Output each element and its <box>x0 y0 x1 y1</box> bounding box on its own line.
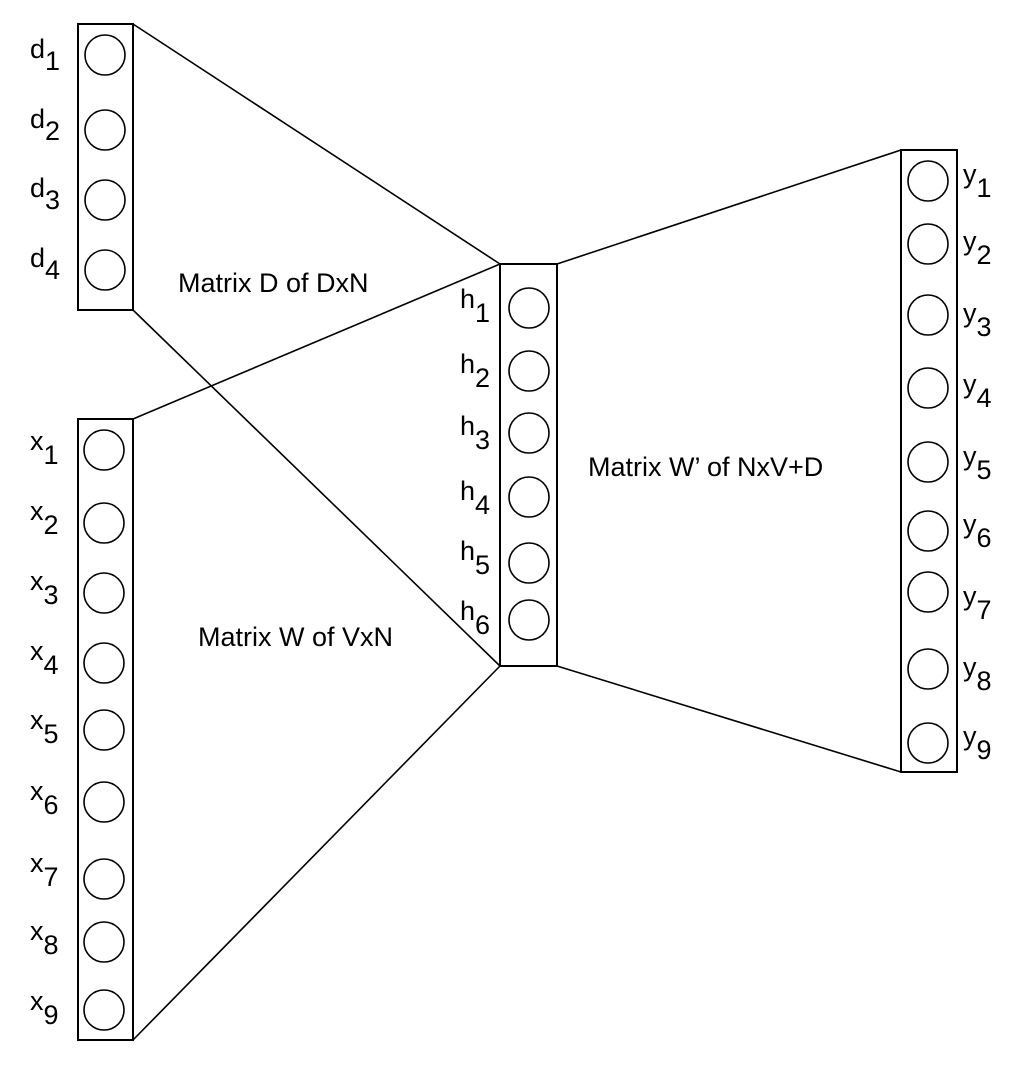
h-layer-labels: h1 h2 h3 h4 h5 h6 <box>460 284 490 640</box>
line-h-top-to-y-top <box>556 149 902 265</box>
node-label: y5 <box>963 441 992 485</box>
connection-lines <box>132 23 902 1041</box>
d-matrix-label: Matrix D of DxN <box>178 268 369 298</box>
x-layer-labels: x1 x2 x3 x4 x5 x6 x7 x8 x9 <box>30 426 59 1030</box>
x-node <box>83 429 125 471</box>
y-node <box>907 571 949 613</box>
y-node <box>907 441 949 483</box>
y-node <box>907 160 949 202</box>
line-x-bottom-to-h-bottom <box>132 665 501 1041</box>
node-label: x7 <box>30 848 59 892</box>
h-layer-nodes <box>508 287 550 641</box>
node-label: d2 <box>30 104 60 146</box>
node-label: y9 <box>963 721 992 765</box>
node-label: h5 <box>460 536 490 580</box>
x-layer-nodes <box>83 429 125 1031</box>
node-label: x6 <box>30 776 59 820</box>
d-node <box>84 34 126 76</box>
h-node <box>508 542 550 584</box>
node-label: x5 <box>30 705 59 749</box>
d-node <box>84 109 126 151</box>
line-d-bottom-to-h-bottom <box>132 309 501 667</box>
h-node <box>508 287 550 329</box>
node-label: y6 <box>963 509 992 553</box>
h-node <box>508 599 550 641</box>
x-node <box>83 858 125 900</box>
node-label: x9 <box>30 986 59 1030</box>
y-node <box>907 294 949 336</box>
x-node <box>83 502 125 544</box>
h-node <box>508 476 550 518</box>
node-label: y2 <box>963 226 992 270</box>
h-layer-box <box>499 263 558 667</box>
y-layer-labels: y1 y2 y3 y4 y5 y6 y7 y8 y9 <box>963 159 992 765</box>
y-layer-nodes <box>907 160 949 764</box>
node-label: d4 <box>30 243 60 285</box>
node-label: y8 <box>963 652 992 696</box>
node-label: h2 <box>460 349 490 393</box>
y-node <box>907 367 949 409</box>
node-label: y1 <box>963 159 992 203</box>
node-label: h1 <box>460 284 490 328</box>
node-label: x4 <box>30 636 59 680</box>
node-label: d1 <box>30 34 60 76</box>
x-node <box>83 989 125 1031</box>
d-node <box>84 179 126 221</box>
x-node <box>83 781 125 823</box>
d-layer-labels: d1 d2 d3 d4 <box>30 34 60 285</box>
node-label: y7 <box>963 581 992 625</box>
node-label: h6 <box>460 596 490 640</box>
node-label: y3 <box>963 298 992 342</box>
line-x-top-to-h-top <box>132 263 501 420</box>
y-node <box>907 722 949 764</box>
w-prime-matrix-label: Matrix W’ of NxV+D <box>588 452 823 482</box>
node-label: x2 <box>30 496 59 540</box>
node-label: x1 <box>30 426 59 470</box>
y-node <box>907 648 949 690</box>
y-node <box>907 510 949 552</box>
line-h-bottom-to-y-bottom <box>556 665 902 773</box>
x-node <box>83 921 125 963</box>
h-node <box>508 350 550 392</box>
node-label: x8 <box>30 916 59 960</box>
node-label: h3 <box>460 411 490 455</box>
y-node <box>907 223 949 265</box>
d-layer-nodes <box>84 34 126 291</box>
x-node <box>83 572 125 614</box>
node-label: d3 <box>30 173 60 215</box>
line-d-top-to-h-top <box>132 23 501 265</box>
x-node <box>83 709 125 751</box>
node-label: x3 <box>30 566 59 610</box>
d-node <box>84 249 126 291</box>
h-node <box>508 412 550 454</box>
node-label: y4 <box>963 369 992 413</box>
w-matrix-label: Matrix W of VxN <box>198 622 393 652</box>
x-node <box>83 642 125 684</box>
node-label: h4 <box>460 476 490 520</box>
